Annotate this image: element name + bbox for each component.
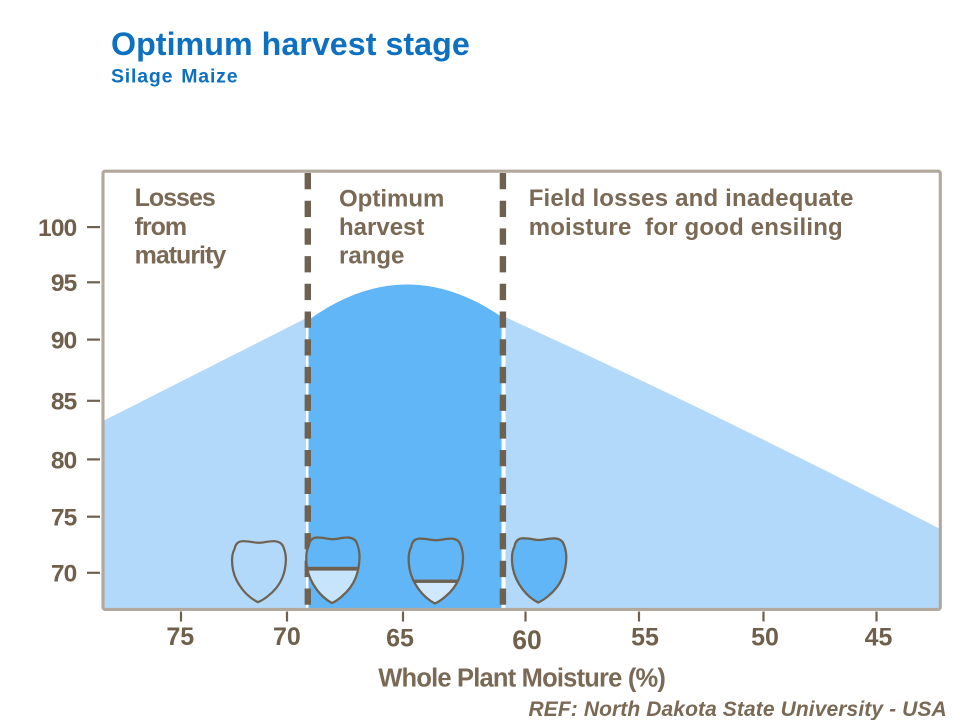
svg-text:100: 100 xyxy=(38,215,77,242)
svg-text:maturity: maturity xyxy=(135,241,227,269)
svg-text:Silage Maize: Silage Maize xyxy=(111,66,238,88)
svg-text:60: 60 xyxy=(512,625,541,655)
svg-text:95: 95 xyxy=(51,270,77,297)
svg-text:70: 70 xyxy=(273,623,301,651)
svg-text:moisture for good ensiling: moisture for good ensiling xyxy=(529,214,843,241)
svg-text:Field losses and inadequate: Field losses and inadequate xyxy=(529,185,854,212)
svg-text:Losses: Losses xyxy=(135,184,215,212)
svg-text:80: 80 xyxy=(51,447,77,474)
svg-text:75: 75 xyxy=(166,623,194,651)
svg-text:harvest: harvest xyxy=(339,214,424,241)
svg-text:Optimum: Optimum xyxy=(339,186,444,213)
svg-text:90: 90 xyxy=(51,328,77,355)
svg-text:45: 45 xyxy=(865,624,893,652)
svg-text:70: 70 xyxy=(51,561,77,588)
svg-text:75: 75 xyxy=(51,505,77,532)
svg-text:85: 85 xyxy=(51,389,77,416)
svg-text:Optimum harvest stage: Optimum harvest stage xyxy=(111,26,470,62)
svg-text:50: 50 xyxy=(751,624,779,652)
svg-text:Whole Plant Moisture (%): Whole Plant Moisture (%) xyxy=(378,665,665,693)
svg-text:55: 55 xyxy=(631,624,659,652)
svg-text:range: range xyxy=(339,243,404,270)
svg-text:REF: North Dakota State Univer: REF: North Dakota State University - USA xyxy=(529,698,947,720)
svg-text:65: 65 xyxy=(386,625,414,653)
svg-text:from: from xyxy=(135,213,187,241)
